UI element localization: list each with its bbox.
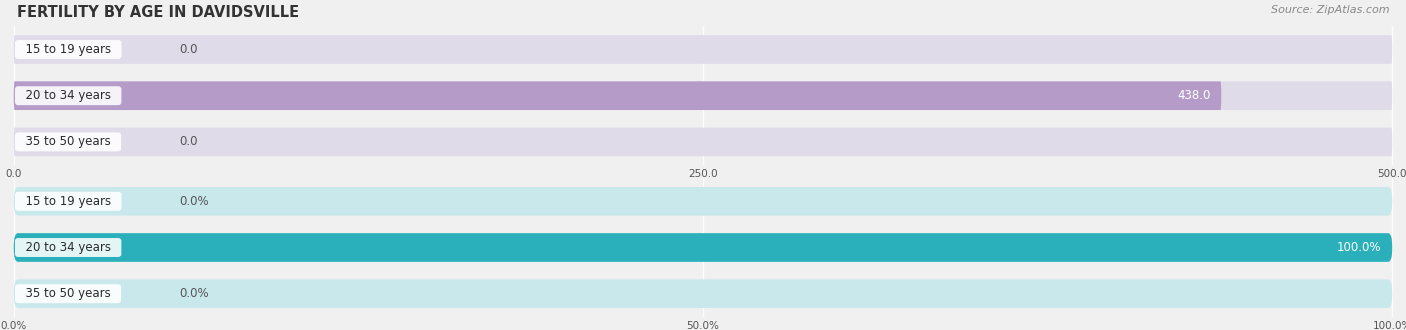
FancyBboxPatch shape (14, 82, 1222, 110)
FancyBboxPatch shape (14, 35, 1392, 64)
Text: 15 to 19 years: 15 to 19 years (18, 43, 118, 56)
FancyBboxPatch shape (14, 187, 1392, 215)
Text: 0.0: 0.0 (179, 43, 198, 56)
Text: 100.0%: 100.0% (1337, 241, 1381, 254)
FancyBboxPatch shape (14, 233, 1392, 262)
Text: 35 to 50 years: 35 to 50 years (18, 135, 118, 148)
Text: 438.0: 438.0 (1177, 89, 1211, 102)
Text: 20 to 34 years: 20 to 34 years (18, 241, 118, 254)
Text: 15 to 19 years: 15 to 19 years (18, 195, 118, 208)
Text: FERTILITY BY AGE IN DAVIDSVILLE: FERTILITY BY AGE IN DAVIDSVILLE (17, 5, 299, 20)
FancyBboxPatch shape (14, 233, 1392, 262)
Text: 20 to 34 years: 20 to 34 years (18, 89, 118, 102)
Text: 0.0%: 0.0% (179, 195, 209, 208)
FancyBboxPatch shape (14, 280, 1392, 308)
Text: 0.0: 0.0 (179, 135, 198, 148)
Text: 35 to 50 years: 35 to 50 years (18, 287, 118, 300)
Text: Source: ZipAtlas.com: Source: ZipAtlas.com (1271, 5, 1389, 15)
FancyBboxPatch shape (14, 82, 1392, 110)
FancyBboxPatch shape (14, 128, 1392, 156)
Text: 0.0%: 0.0% (179, 287, 209, 300)
